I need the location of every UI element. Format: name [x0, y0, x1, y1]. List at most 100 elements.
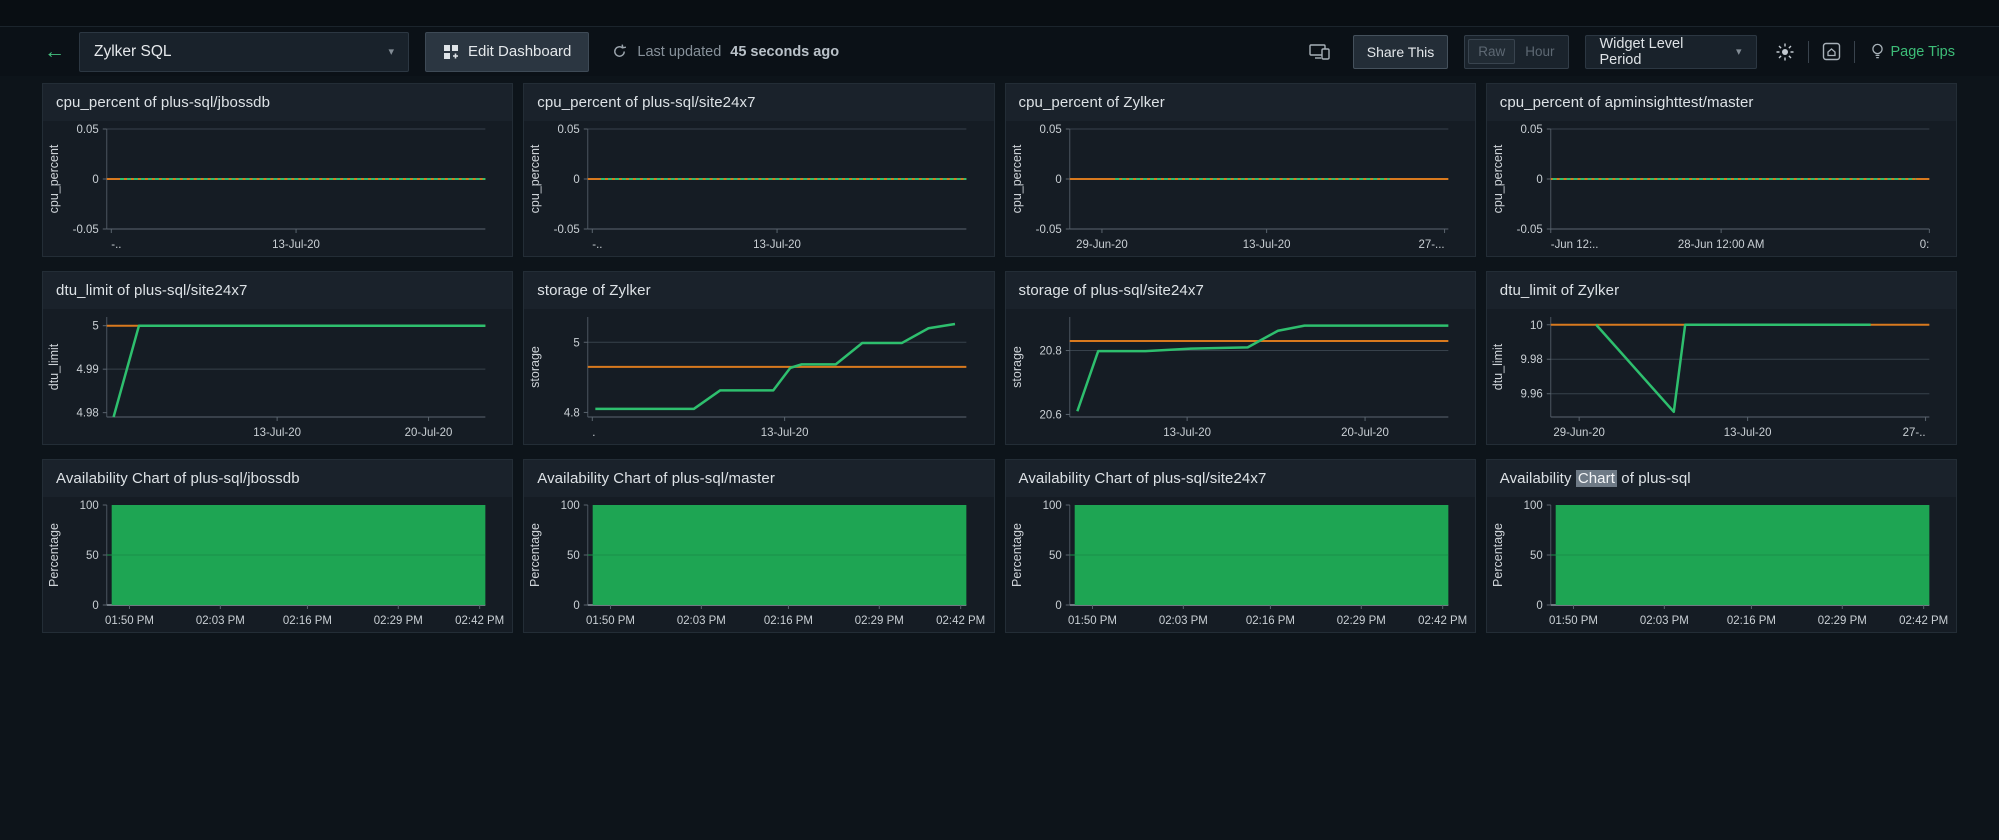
last-updated-value: 45 seconds ago	[730, 43, 840, 60]
widget-header[interactable]: Availability Chart of plus-sql/master	[524, 460, 994, 497]
svg-text:0: 0	[1055, 174, 1061, 186]
widget-header[interactable]: dtu_limit of plus-sql/site24x7	[43, 272, 513, 309]
chart-canvas[interactable]: 5 4.99 4.98 dtu_limit 13-Jul-20 20-Jul-20	[43, 309, 512, 445]
svg-text:13-Jul-20: 13-Jul-20	[1724, 427, 1772, 439]
svg-text:0.05: 0.05	[77, 124, 99, 136]
svg-text:10: 10	[1530, 320, 1543, 332]
widget-header[interactable]: storage of Zylker	[524, 272, 994, 309]
svg-text:4.98: 4.98	[77, 408, 99, 420]
chevron-down-icon: ▾	[1735, 46, 1742, 58]
widget-title: cpu_percent of apminsighttest/master	[1499, 94, 1754, 111]
window-top-strip	[0, 0, 1999, 27]
svg-text:9.96: 9.96	[1520, 389, 1542, 401]
svg-text:02:29 PM: 02:29 PM	[1336, 615, 1385, 627]
svg-text:27-...: 27-...	[1418, 239, 1444, 251]
widget-header[interactable]: cpu_percent of plus-sql/jbossdb	[43, 84, 513, 121]
svg-text:0:: 0:	[1920, 239, 1930, 251]
widget-body: 100 50 0 Percentage 01:50 PM 02:03 PM 02:16 PM…	[1006, 497, 1475, 633]
svg-text:29-Jun-20: 29-Jun-20	[1553, 427, 1605, 439]
widget-header[interactable]: storage of plus-sql/site24x7	[1005, 272, 1475, 309]
svg-text:13-Jul-20: 13-Jul-20	[1242, 239, 1290, 251]
widget-title: Availability Chart of plus-sql/master	[537, 470, 775, 487]
granularity-hour-button[interactable]: Hour	[1525, 44, 1555, 59]
svg-text:02:03 PM: 02:03 PM	[196, 615, 245, 627]
chart-canvas[interactable]: 20.8 20.6 storage 13-Jul-20 20-Jul-20	[1006, 309, 1475, 445]
chart-canvas[interactable]: 0.05 0 -0.05 cpu_percent -.. 13-Jul-20	[43, 121, 512, 257]
page-tips-button[interactable]: Page Tips	[1870, 42, 1956, 61]
svg-text:-0.05: -0.05	[73, 224, 99, 236]
svg-text:13-Jul-20: 13-Jul-20	[1163, 427, 1211, 439]
widget-header[interactable]: Availability Chart of plus-sql/jbossdb	[43, 460, 513, 497]
svg-text:9.98: 9.98	[1520, 354, 1542, 366]
svg-text:02:16 PM: 02:16 PM	[1727, 615, 1776, 627]
share-this-label: Share This	[1366, 43, 1435, 60]
svg-text:0: 0	[574, 600, 580, 612]
svg-text:50: 50	[1530, 550, 1543, 562]
widget-header[interactable]: Availability Chart of plus-sql	[1486, 460, 1956, 497]
widget-title: storage of Zylker	[537, 282, 651, 299]
widget-header[interactable]: cpu_percent of plus-sql/site24x7	[524, 84, 994, 121]
chart-canvas[interactable]: 100 50 0 Percentage 01:50 PM 02:03 PM 02:16 PM…	[524, 497, 993, 633]
svg-text:02:03 PM: 02:03 PM	[677, 615, 726, 627]
chart-canvas[interactable]: 5 4.8 storage. 13-Jul-20	[524, 309, 993, 445]
svg-text:02:42 PM: 02:42 PM	[936, 615, 985, 627]
widget-card: Availability Chart of plus-sql/jbossdb 1…	[42, 459, 514, 633]
widget-title: cpu_percent of plus-sql/jbossdb	[56, 94, 271, 111]
widget-header[interactable]: dtu_limit of Zylker	[1486, 272, 1956, 309]
svg-text:20.8: 20.8	[1039, 346, 1061, 358]
widget-card: dtu_limit of plus-sql/site24x7 5 4.99 4.98…	[42, 271, 514, 445]
widget-card: cpu_percent of plus-sql/jbossdb 0.05 0 -0.…	[42, 83, 514, 257]
svg-text:01:50 PM: 01:50 PM	[105, 615, 154, 627]
granularity-raw-button[interactable]: Raw	[1468, 39, 1516, 64]
widget-body: 0.05 0 -0.05 cpu_percent -.. 13-Jul-20	[524, 121, 993, 257]
widget-body: 0.05 0 -0.05 cpu_percent -.. 13-Jul-20	[43, 121, 512, 257]
home-icon[interactable]	[1822, 42, 1841, 61]
widget-header[interactable]: Availability Chart of plus-sql/site24x7	[1005, 460, 1475, 497]
dashboard-grid: cpu_percent of plus-sql/jbossdb 0.05 0 -0.…	[42, 83, 1957, 633]
widget-title: Availability Chart of plus-sql/site24x7	[1018, 470, 1267, 487]
chart-canvas[interactable]: 0.05 0 -0.05 cpu_percent -Jun 12:.. 28-Jun 12…	[1487, 121, 1956, 257]
svg-text:13-Jul-20: 13-Jul-20	[753, 239, 801, 251]
brightness-icon[interactable]	[1775, 42, 1795, 62]
widget-card: cpu_percent of plus-sql/site24x7 0.05 0 -0…	[523, 83, 995, 257]
widget-body: 0.05 0 -0.05 cpu_percent 29-Jun-20 13-Jul-20 2…	[1006, 121, 1475, 257]
last-updated: Last updated 45 seconds ago	[611, 43, 839, 60]
chart-canvas[interactable]: 100 50 0 Percentage 01:50 PM 02:03 PM 02:16 PM…	[1487, 497, 1956, 633]
svg-text:0.05: 0.05	[1039, 124, 1061, 136]
widget-header[interactable]: cpu_percent of apminsighttest/master	[1486, 84, 1956, 121]
svg-text:02:03 PM: 02:03 PM	[1158, 615, 1207, 627]
chart-canvas[interactable]: 10 9.98 9.96 dtu_limit 29-Jun-20 13-Jul-20 27-…	[1487, 309, 1956, 445]
widget-card: Availability Chart of plus-sql 100 50 0 Per…	[1485, 459, 1957, 633]
devices-icon[interactable]	[1307, 41, 1333, 63]
svg-text:02:16 PM: 02:16 PM	[764, 615, 813, 627]
svg-text:dtu_limit: dtu_limit	[1491, 343, 1505, 390]
svg-text:02:29 PM: 02:29 PM	[855, 615, 904, 627]
svg-text:0: 0	[92, 600, 98, 612]
chart-canvas[interactable]: 0.05 0 -0.05 cpu_percent -.. 13-Jul-20	[524, 121, 993, 257]
edit-dashboard-button[interactable]: Edit Dashboard	[425, 31, 590, 72]
svg-text:5: 5	[574, 337, 580, 349]
chart-canvas[interactable]: 0.05 0 -0.05 cpu_percent 29-Jun-20 13-Jul-20 2…	[1006, 121, 1475, 257]
refresh-icon[interactable]	[611, 43, 628, 60]
widget-title: dtu_limit of Zylker	[1499, 282, 1620, 299]
dashboard-select[interactable]: Zylker SQL ▾	[79, 31, 409, 72]
svg-text:Percentage: Percentage	[528, 523, 542, 587]
back-arrow-icon[interactable]: ←	[44, 40, 65, 63]
svg-text:-0.05: -0.05	[1035, 224, 1061, 236]
svg-text:20-Jul-20: 20-Jul-20	[1341, 427, 1389, 439]
svg-text:01:50 PM: 01:50 PM	[1549, 615, 1598, 627]
svg-text:0: 0	[574, 174, 580, 186]
svg-text:01:50 PM: 01:50 PM	[586, 615, 635, 627]
svg-text:13-Jul-20: 13-Jul-20	[272, 239, 320, 251]
svg-text:50: 50	[1049, 550, 1062, 562]
svg-text:02:16 PM: 02:16 PM	[1245, 615, 1294, 627]
share-this-button[interactable]: Share This	[1352, 34, 1449, 69]
widget-level-period-select[interactable]: Widget Level Period ▾	[1584, 34, 1757, 69]
svg-text:storage: storage	[528, 346, 542, 388]
svg-text:100: 100	[1042, 500, 1061, 512]
chart-canvas[interactable]: 100 50 0 Percentage 01:50 PM 02:03 PM 02:16 PM…	[1006, 497, 1475, 633]
widget-header[interactable]: cpu_percent of Zylker	[1005, 84, 1475, 121]
chart-canvas[interactable]: 100 50 0 Percentage 01:50 PM 02:03 PM 02:16 PM…	[43, 497, 512, 633]
page-tips-label: Page Tips	[1890, 43, 1956, 60]
svg-text:-0.05: -0.05	[554, 224, 580, 236]
